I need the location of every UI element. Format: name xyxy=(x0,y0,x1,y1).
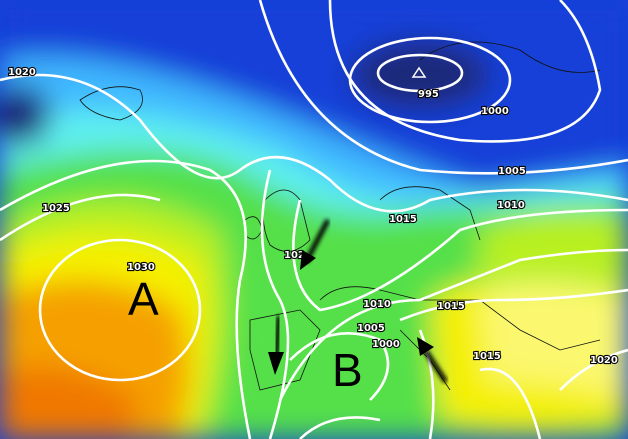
isobar-label: 1020 xyxy=(8,67,36,78)
isobar-label: 1000 xyxy=(481,106,509,117)
wind-arrow-icon xyxy=(417,337,449,384)
coastlines xyxy=(79,41,601,391)
wind-arrow-icon xyxy=(300,218,331,270)
isobar-label: 1015 xyxy=(473,351,501,362)
isobar-label: 1020 xyxy=(590,355,618,366)
isobar-label: 1010 xyxy=(497,200,525,211)
isobar-label: 1015 xyxy=(389,214,417,225)
isobar-label: 1005 xyxy=(357,323,385,334)
wind-arrows xyxy=(268,218,449,384)
low-center-marker-icon xyxy=(411,66,427,78)
isobar-label: 1000 xyxy=(372,339,400,350)
isobar-label: 1015 xyxy=(437,301,465,312)
isobar-label: 1005 xyxy=(498,166,526,177)
isobar-label: 1030 xyxy=(127,262,155,273)
wind-arrow-icon xyxy=(268,315,284,375)
isobar-labels: 1020 995 1000 1005 1010 1015 1025 1030 1… xyxy=(7,66,619,367)
isobar-label: 102 xyxy=(284,250,305,261)
isobar-label: 995 xyxy=(418,89,439,100)
high-pressure-label: A xyxy=(128,273,159,325)
isobar-label: 1010 xyxy=(363,299,391,310)
isobar-label: 1025 xyxy=(42,203,70,214)
low-pressure-label: B xyxy=(332,344,363,396)
